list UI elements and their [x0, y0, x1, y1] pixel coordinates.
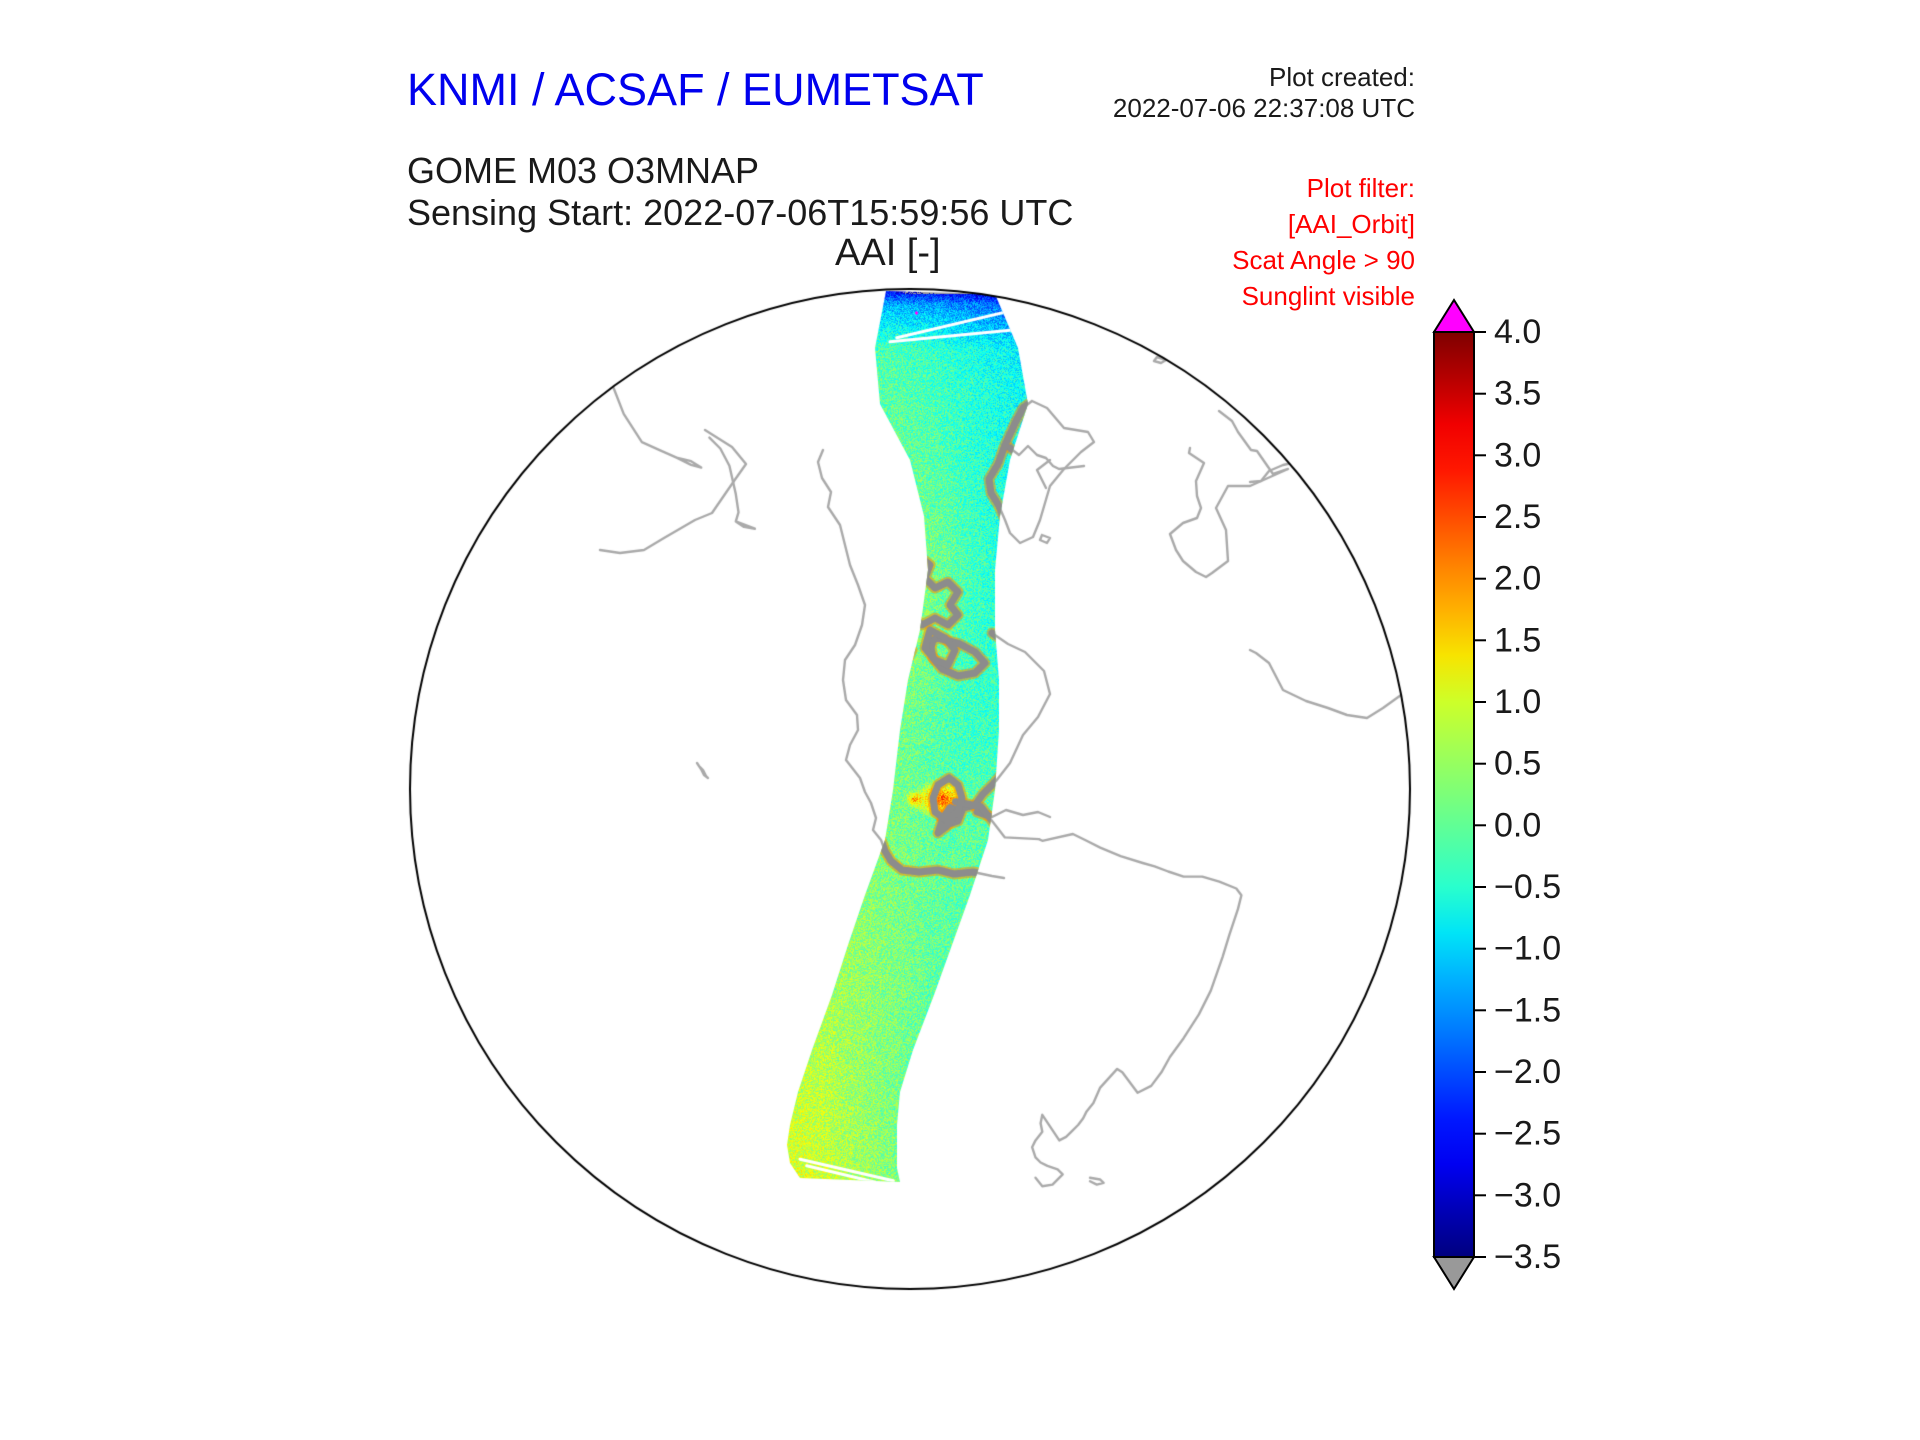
svg-text:−2.0: −2.0 — [1494, 1053, 1561, 1091]
svg-text:4.0: 4.0 — [1494, 313, 1541, 351]
svg-text:3.0: 3.0 — [1494, 436, 1541, 474]
svg-text:2.0: 2.0 — [1494, 560, 1541, 598]
svg-text:−2.5: −2.5 — [1494, 1115, 1561, 1153]
svg-text:−3.5: −3.5 — [1494, 1238, 1561, 1276]
svg-text:1.5: 1.5 — [1494, 621, 1541, 659]
svg-text:−3.0: −3.0 — [1494, 1176, 1561, 1214]
svg-text:−1.5: −1.5 — [1494, 991, 1561, 1029]
svg-text:−0.5: −0.5 — [1494, 868, 1561, 906]
svg-text:0.0: 0.0 — [1494, 806, 1541, 844]
svg-text:−1.0: −1.0 — [1494, 930, 1561, 968]
svg-text:0.5: 0.5 — [1494, 745, 1541, 783]
svg-text:2.5: 2.5 — [1494, 498, 1541, 536]
svg-text:1.0: 1.0 — [1494, 683, 1541, 721]
svg-text:3.5: 3.5 — [1494, 375, 1541, 413]
